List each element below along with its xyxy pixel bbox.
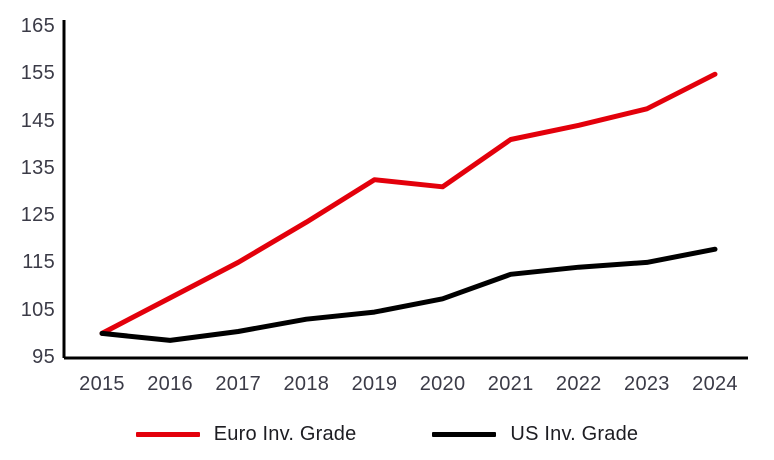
x-axis-tick-label: 2018 xyxy=(283,373,330,395)
y-axis-tick-label: 145 xyxy=(20,109,55,132)
series-line xyxy=(99,71,718,336)
x-axis-tick-label: 2024 xyxy=(692,373,738,395)
axis-lines xyxy=(62,20,748,360)
chart-legend: Euro Inv. Grade US Inv. Grade xyxy=(0,424,774,444)
series-lines xyxy=(99,71,718,343)
x-axis-tick-label: 2020 xyxy=(419,373,466,395)
x-axis-tick-label: 2021 xyxy=(487,373,534,395)
x-axis-tick-label: 2017 xyxy=(215,373,262,395)
y-axis-tick-label: 135 xyxy=(20,156,55,179)
legend-line-swatch-icon xyxy=(432,431,497,437)
legend-label: US Inv. Grade xyxy=(510,423,639,445)
y-axis-tick-label: 105 xyxy=(20,298,55,321)
series-line xyxy=(99,246,718,343)
x-axis-tick-label: 2019 xyxy=(351,373,398,395)
y-axis-tick-label: 125 xyxy=(20,204,55,227)
y-axis-tick-label: 165 xyxy=(20,15,55,37)
legend-line-swatch-icon xyxy=(135,431,200,437)
x-axis-tick-label: 2023 xyxy=(624,373,670,395)
legend-label: Euro Inv. Grade xyxy=(213,423,357,445)
legend-item-euro-inv-grade[interactable]: Euro Inv. Grade xyxy=(135,423,357,445)
y-axis-tick-label: 95 xyxy=(32,346,55,368)
y-axis-tick-label: 155 xyxy=(20,62,55,85)
legend-item-us-inv-grade[interactable]: US Inv. Grade xyxy=(432,424,638,444)
x-axis-tick-label: 2016 xyxy=(147,373,193,395)
x-axis-tick-label: 2015 xyxy=(79,373,125,395)
y-axis-tick-label: 115 xyxy=(22,251,55,274)
x-axis-tick-label: 2022 xyxy=(555,373,602,395)
